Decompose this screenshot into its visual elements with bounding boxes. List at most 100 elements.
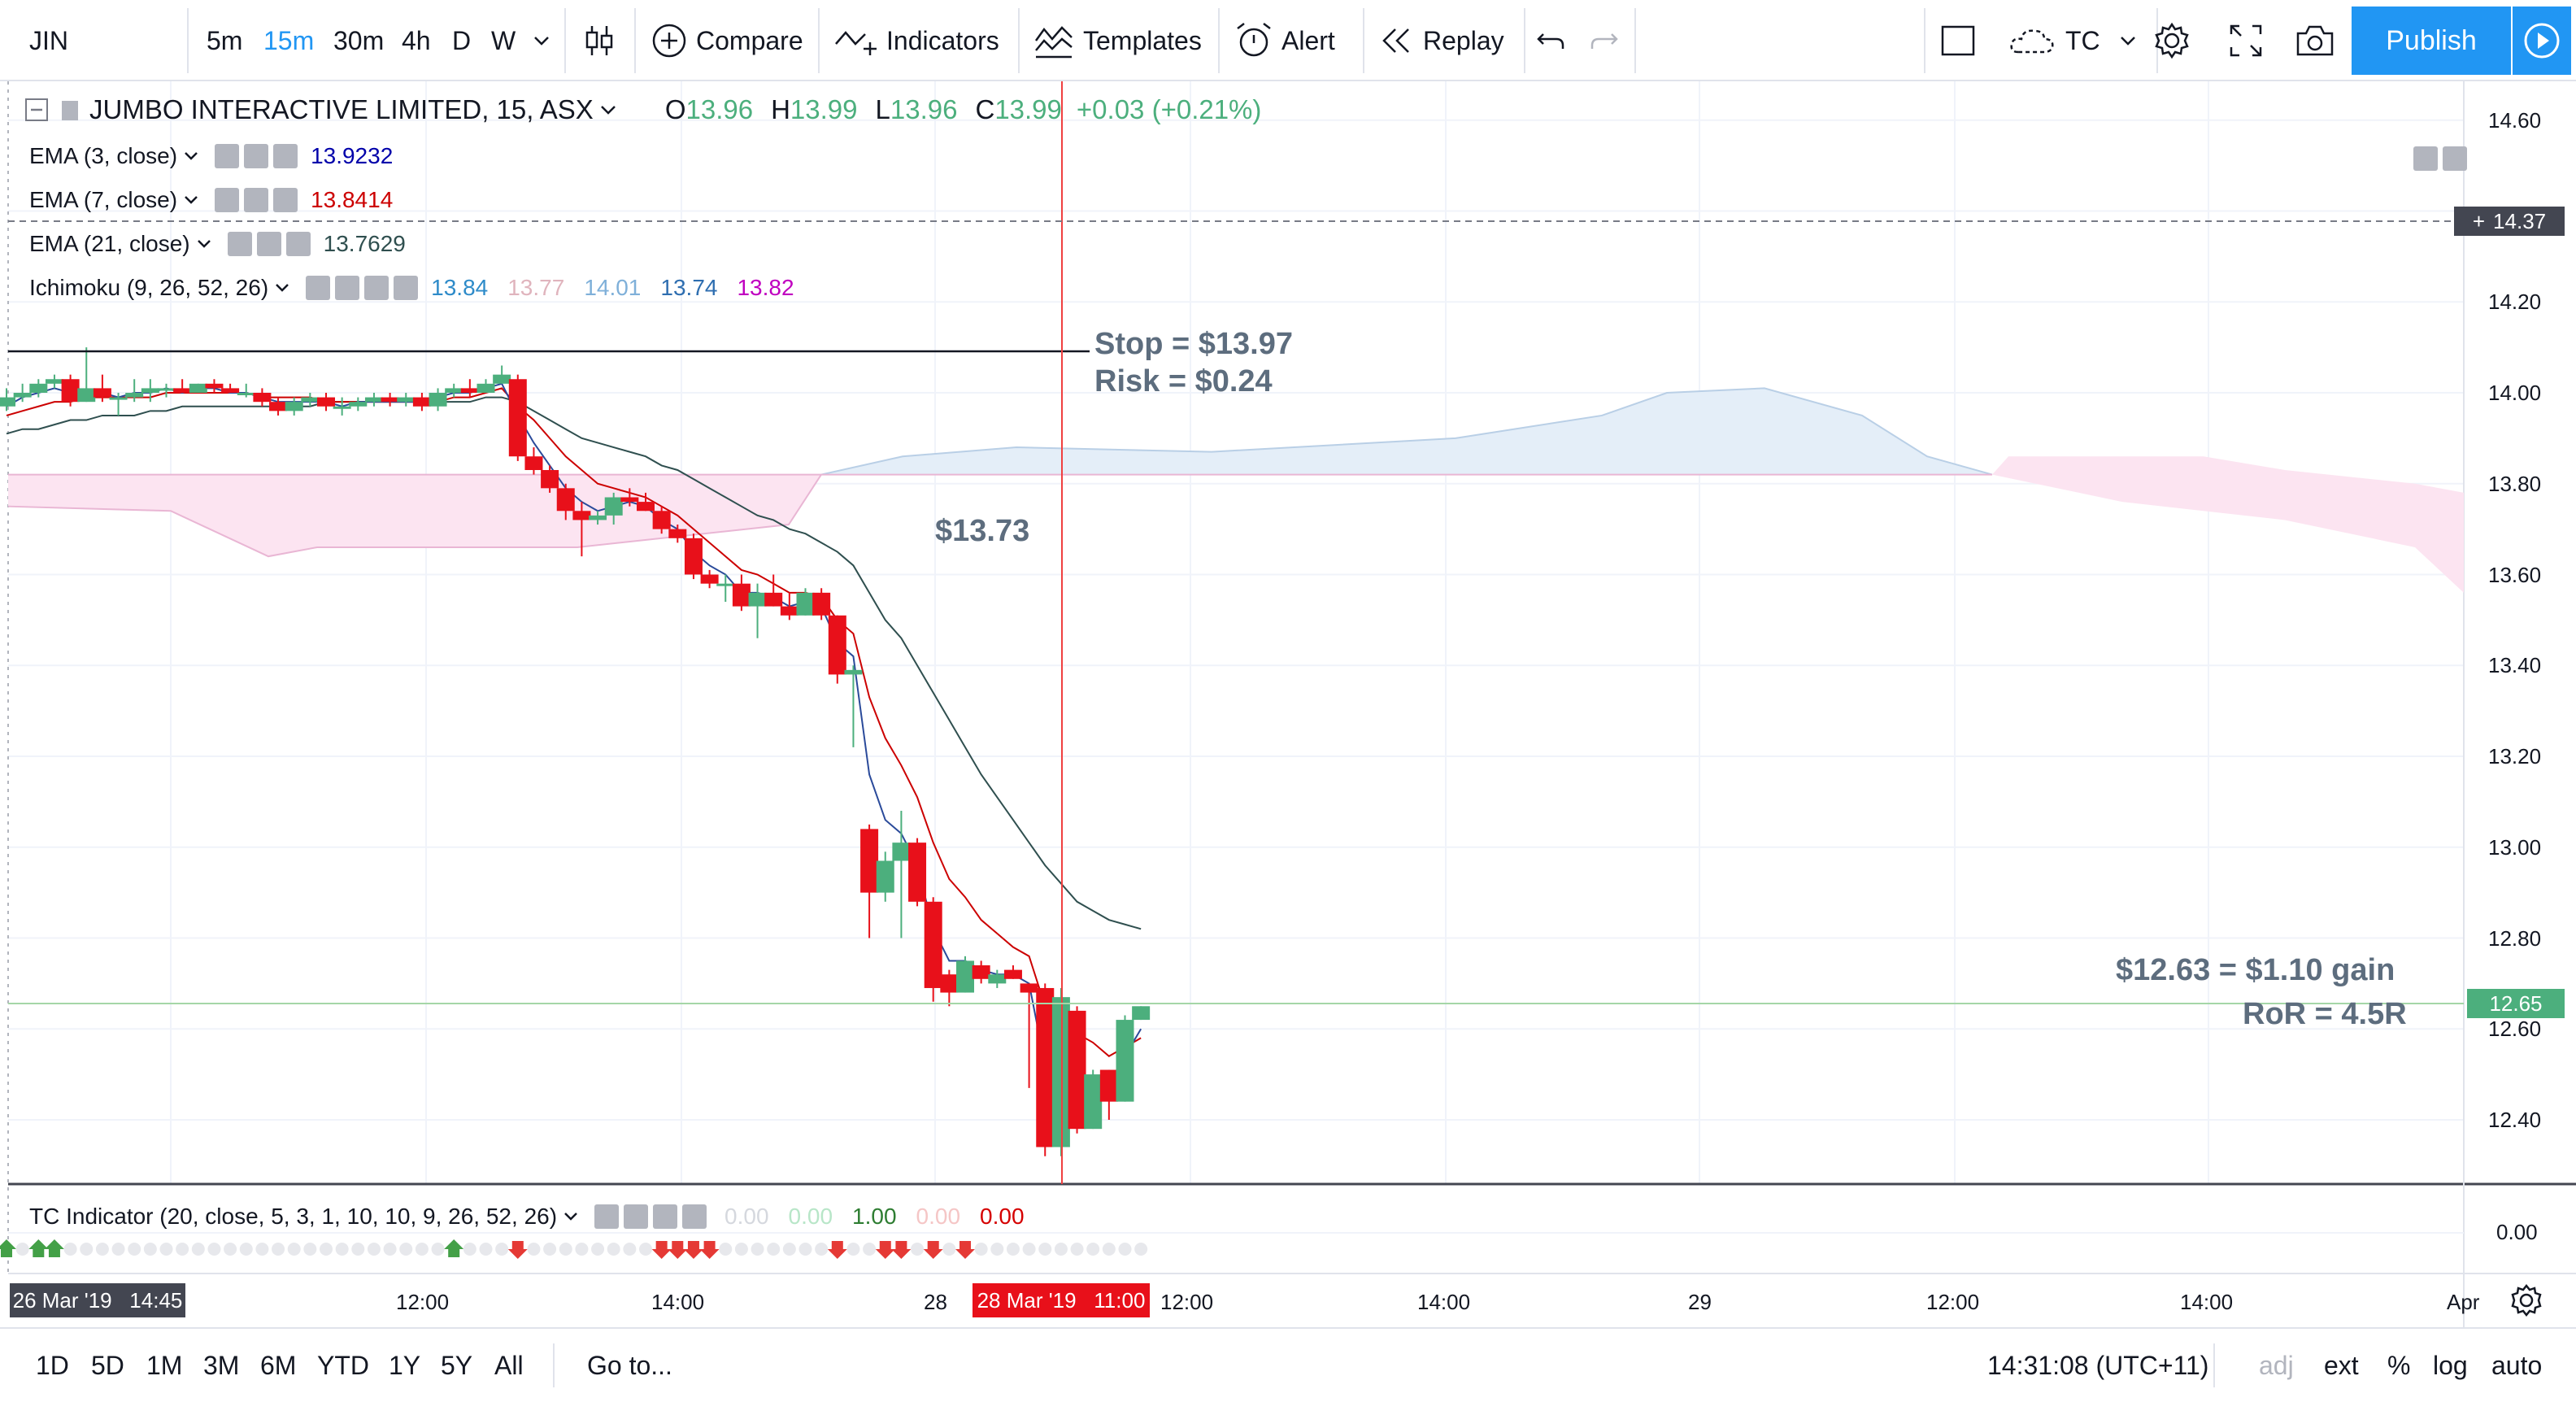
ichimoku-legend[interactable]: Ichimoku (9, 26, 52, 26) 13.84 13.77 14.… [29,275,794,301]
candle [285,397,303,416]
senkou-a-line [820,387,1993,476]
range-all[interactable]: All [494,1350,524,1380]
candle-body [1099,1069,1118,1102]
arrows-updown-icon[interactable] [2443,146,2467,171]
chart-type-button[interactable] [582,0,615,81]
candle [764,574,783,607]
range-1m[interactable]: 1M [146,1350,183,1380]
goto-button[interactable]: Go to... [587,1350,672,1380]
close-icon[interactable] [273,188,298,212]
gear-icon[interactable] [244,144,269,168]
templates-button[interactable]: Templates [1034,0,1202,81]
signal-dot [767,1243,781,1256]
replay-button[interactable]: Replay [1379,0,1504,81]
ext-toggle[interactable]: ext [2324,1350,2359,1380]
interval-4h[interactable]: 4h [402,25,431,55]
ema3-legend[interactable]: EMA (3, close) 13.9232 [29,143,393,169]
code-icon[interactable] [653,1204,678,1229]
candle [1051,987,1070,1156]
adj-toggle[interactable]: adj [2259,1350,2294,1380]
chevron-down-icon[interactable] [600,104,616,115]
gear-icon[interactable] [244,188,269,212]
candle-body [652,511,671,529]
time-tick-label: 29 [1688,1290,1712,1314]
candle [189,383,207,393]
eye-icon[interactable] [215,144,240,168]
candle [620,488,639,507]
candle-body [780,606,798,616]
ema21-legend[interactable]: EMA (21, close) 13.7629 [29,231,406,257]
ror-annotation: RoR = 4.5R [2243,997,2407,1031]
flag-icon[interactable] [59,98,81,122]
candle [349,397,368,411]
range-6m[interactable]: 6M [260,1350,297,1380]
interval-dropdown[interactable] [533,0,550,81]
close-icon[interactable] [394,276,419,300]
undo-icon [1537,33,1564,49]
interval-15m[interactable]: 15m [263,25,315,55]
candle [684,533,703,580]
interval-w[interactable]: W [491,25,516,55]
eye-icon[interactable] [227,232,252,256]
interval-d[interactable]: D [452,25,472,55]
ema7-legend[interactable]: EMA (7, close) 13.8414 [29,187,393,213]
eye-icon[interactable] [306,276,331,300]
candle [780,592,798,620]
axis-settings-button[interactable] [2509,1283,2543,1321]
fullscreen-rect-button[interactable] [1940,0,1976,81]
eye-icon[interactable] [594,1204,620,1229]
eye-icon[interactable] [215,188,240,212]
collapse-icon[interactable] [24,98,49,122]
layout-selector[interactable]: TC [2008,0,2136,81]
publish-button[interactable]: Publish [2352,7,2511,75]
gear-icon[interactable] [256,232,281,256]
candle-body [13,393,32,398]
candle-body [1116,1020,1134,1102]
price-chart[interactable] [0,81,2576,1327]
close-icon[interactable] [273,144,298,168]
tc-indicator-legend[interactable]: TC Indicator (20, close, 5, 3, 1, 10, 10… [29,1204,1025,1230]
gear-icon[interactable] [335,276,360,300]
symbol-search[interactable]: JIN [29,0,68,81]
candle-body [972,965,990,979]
alert-button[interactable]: Alert [1234,0,1335,81]
signal-dot [1086,1243,1100,1256]
candle-body [0,397,15,407]
signal-dot [1038,1243,1052,1256]
range-1y[interactable]: 1Y [389,1350,421,1380]
settings-button[interactable] [2153,0,2191,81]
close-icon[interactable] [285,232,311,256]
gear-icon[interactable] [624,1204,649,1229]
candle [508,374,527,461]
range-5d[interactable]: 5D [91,1350,124,1380]
arrow-down-icon[interactable] [2413,146,2438,171]
close-icon[interactable] [682,1204,707,1229]
interval-30m[interactable]: 30m [333,25,385,55]
candle [956,956,974,993]
indicators-button[interactable]: Indicators [834,0,999,81]
range-5y[interactable]: 5Y [441,1350,473,1380]
toolbar-divider [1634,8,1636,73]
ichimoku-value-2: 13.77 [507,275,565,300]
undo-button[interactable] [1535,0,1568,81]
code-icon[interactable] [364,276,389,300]
range-1d[interactable]: 1D [36,1350,69,1380]
range-ytd[interactable]: YTD [317,1350,369,1380]
auto-toggle[interactable]: auto [2491,1350,2543,1380]
publish-menu-button[interactable] [2513,7,2571,75]
redo-button[interactable] [1587,0,1620,81]
percent-toggle[interactable]: % [2387,1350,2411,1380]
interval-5m[interactable]: 5m [207,25,243,55]
compare-button[interactable]: Compare [651,0,803,81]
ichimoku-value-3: 14.01 [584,275,642,300]
log-toggle[interactable]: log [2433,1350,2468,1380]
candle [556,483,575,520]
signal-dot [559,1243,572,1256]
snapshot-button[interactable] [2295,0,2335,81]
signal-dot [143,1243,157,1256]
candle-body [77,388,96,403]
signal-dot [287,1243,301,1256]
range-3m[interactable]: 3M [203,1350,240,1380]
fullscreen-button[interactable] [2228,0,2264,81]
clock-label[interactable]: 14:31:08 (UTC+11) [1987,1350,2209,1380]
